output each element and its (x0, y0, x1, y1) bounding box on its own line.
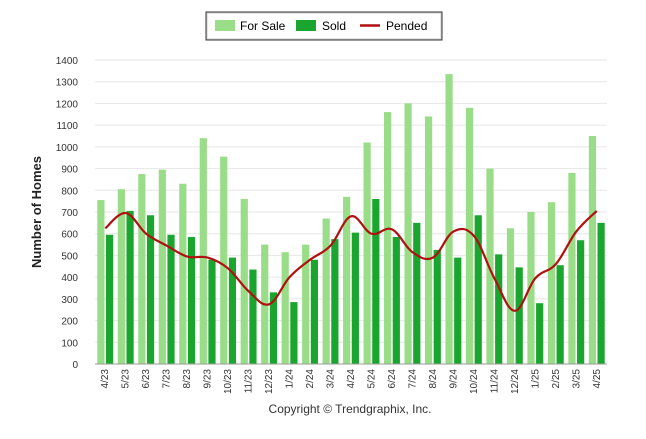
x-tick-label: 12/23 (264, 369, 275, 394)
bar-for-sale (220, 157, 227, 364)
y-tick-label: 0 (72, 360, 78, 371)
y-tick-label: 300 (61, 295, 78, 306)
bar-sold (311, 260, 318, 364)
x-tick-label: 9/24 (448, 369, 459, 389)
y-tick-label: 1400 (56, 56, 79, 67)
bar-for-sale (445, 74, 452, 364)
bar-sold (495, 254, 502, 364)
legend-label-for-sale: For Sale (240, 19, 286, 33)
y-tick-label: 900 (61, 165, 78, 176)
y-tick-label: 600 (61, 230, 78, 241)
bar-for-sale (364, 143, 371, 364)
y-tick-label: 800 (61, 186, 78, 197)
bar-for-sale (486, 169, 493, 364)
x-tick-label: 7/24 (407, 369, 418, 389)
bar-for-sale (404, 103, 411, 364)
y-tick-label: 1200 (56, 99, 79, 110)
pended-line (105, 211, 597, 311)
bar-for-sale (589, 136, 596, 364)
y-tick-labels: 0 100 200 300 400 500 600 700 800 900 1000 1100 1200… (56, 56, 79, 371)
bar-sold (372, 199, 379, 364)
bar-for-sale (159, 170, 166, 364)
bar-sold (352, 233, 359, 364)
bar-for-sale (507, 228, 514, 364)
x-tick-label: 12/24 (510, 369, 521, 394)
x-tick-label: 11/23 (244, 369, 255, 394)
x-tick-label: 8/23 (182, 369, 193, 389)
x-tick-label: 5/24 (366, 369, 377, 389)
bar-for-sale (548, 202, 555, 364)
bar-sold (167, 235, 174, 364)
y-tick-label: 1300 (56, 78, 79, 89)
x-tick-label: 6/23 (141, 369, 152, 389)
bar-sold (331, 239, 338, 364)
bar-sold (126, 211, 133, 364)
y-tick-label: 200 (61, 317, 78, 328)
x-tick-label: 1/25 (530, 369, 541, 389)
bar-sold (557, 265, 564, 364)
x-tick-label: 8/24 (428, 369, 439, 389)
x-tick-label: 7/23 (162, 369, 173, 389)
bar-sold (208, 260, 215, 364)
bar-for-sale (241, 199, 248, 364)
bar-for-sale (179, 184, 186, 364)
bar-sold (249, 270, 256, 364)
x-tick-label: 10/24 (469, 369, 480, 394)
bar-sold (434, 250, 441, 364)
legend-swatch-sold (296, 20, 316, 31)
x-tick-label: 2/25 (551, 369, 562, 389)
bar-sold (516, 267, 523, 364)
bar-for-sale (138, 174, 145, 364)
bar-for-sale (200, 138, 207, 364)
y-tick-label: 1100 (56, 121, 78, 132)
legend: For Sale Sold Pended (206, 12, 442, 40)
pended-line-group (105, 211, 597, 311)
x-tick-labels: 4/23 5/23 6/23 7/23 8/23 9/23 10/23 11/23 12/23 1… (100, 369, 603, 394)
bar-sold (536, 303, 543, 364)
x-tick-label: 4/24 (346, 369, 357, 389)
x-tick-label: 3/24 (326, 369, 337, 389)
bar-sold (106, 235, 113, 364)
x-tick-label: 11/24 (489, 369, 500, 394)
x-tick-label: 9/23 (203, 369, 214, 389)
x-tick-label: 1/24 (285, 369, 296, 389)
bar-sold (454, 258, 461, 364)
y-tick-label: 100 (61, 338, 78, 349)
bar-sold (290, 302, 297, 364)
y-axis-label: Number of Homes (29, 156, 44, 268)
x-tick-label: 3/25 (571, 369, 582, 389)
bar-for-sale (568, 173, 575, 364)
bar-for-sale (323, 219, 330, 364)
bar-sold (577, 240, 584, 364)
x-tick-label: 4/25 (592, 369, 603, 389)
bar-sold (393, 237, 400, 364)
y-tick-label: 400 (61, 273, 78, 284)
y-tick-label: 1000 (56, 143, 79, 154)
bar-for-sale (466, 108, 473, 364)
bar-sold (598, 223, 605, 364)
x-tick-label: 4/23 (100, 369, 111, 389)
legend-label-pended: Pended (386, 19, 427, 33)
legend-label-sold: Sold (322, 19, 346, 33)
bar-for-sale (282, 252, 289, 364)
legend-swatch-for-sale (215, 20, 235, 31)
y-tick-label: 500 (61, 251, 78, 262)
copyright-text: Copyright © Trendgraphix, Inc. (269, 402, 432, 416)
y-tick-label: 700 (61, 208, 78, 219)
x-tick-label: 6/24 (387, 369, 398, 389)
bar-for-sale (384, 112, 391, 364)
x-tick-label: 2/24 (305, 369, 316, 389)
x-tick-label: 10/23 (223, 369, 234, 394)
bar-for-sale (97, 200, 104, 364)
bar-for-sale (425, 116, 432, 364)
x-tick-label: 5/23 (121, 369, 132, 389)
bar-sold (413, 223, 420, 364)
